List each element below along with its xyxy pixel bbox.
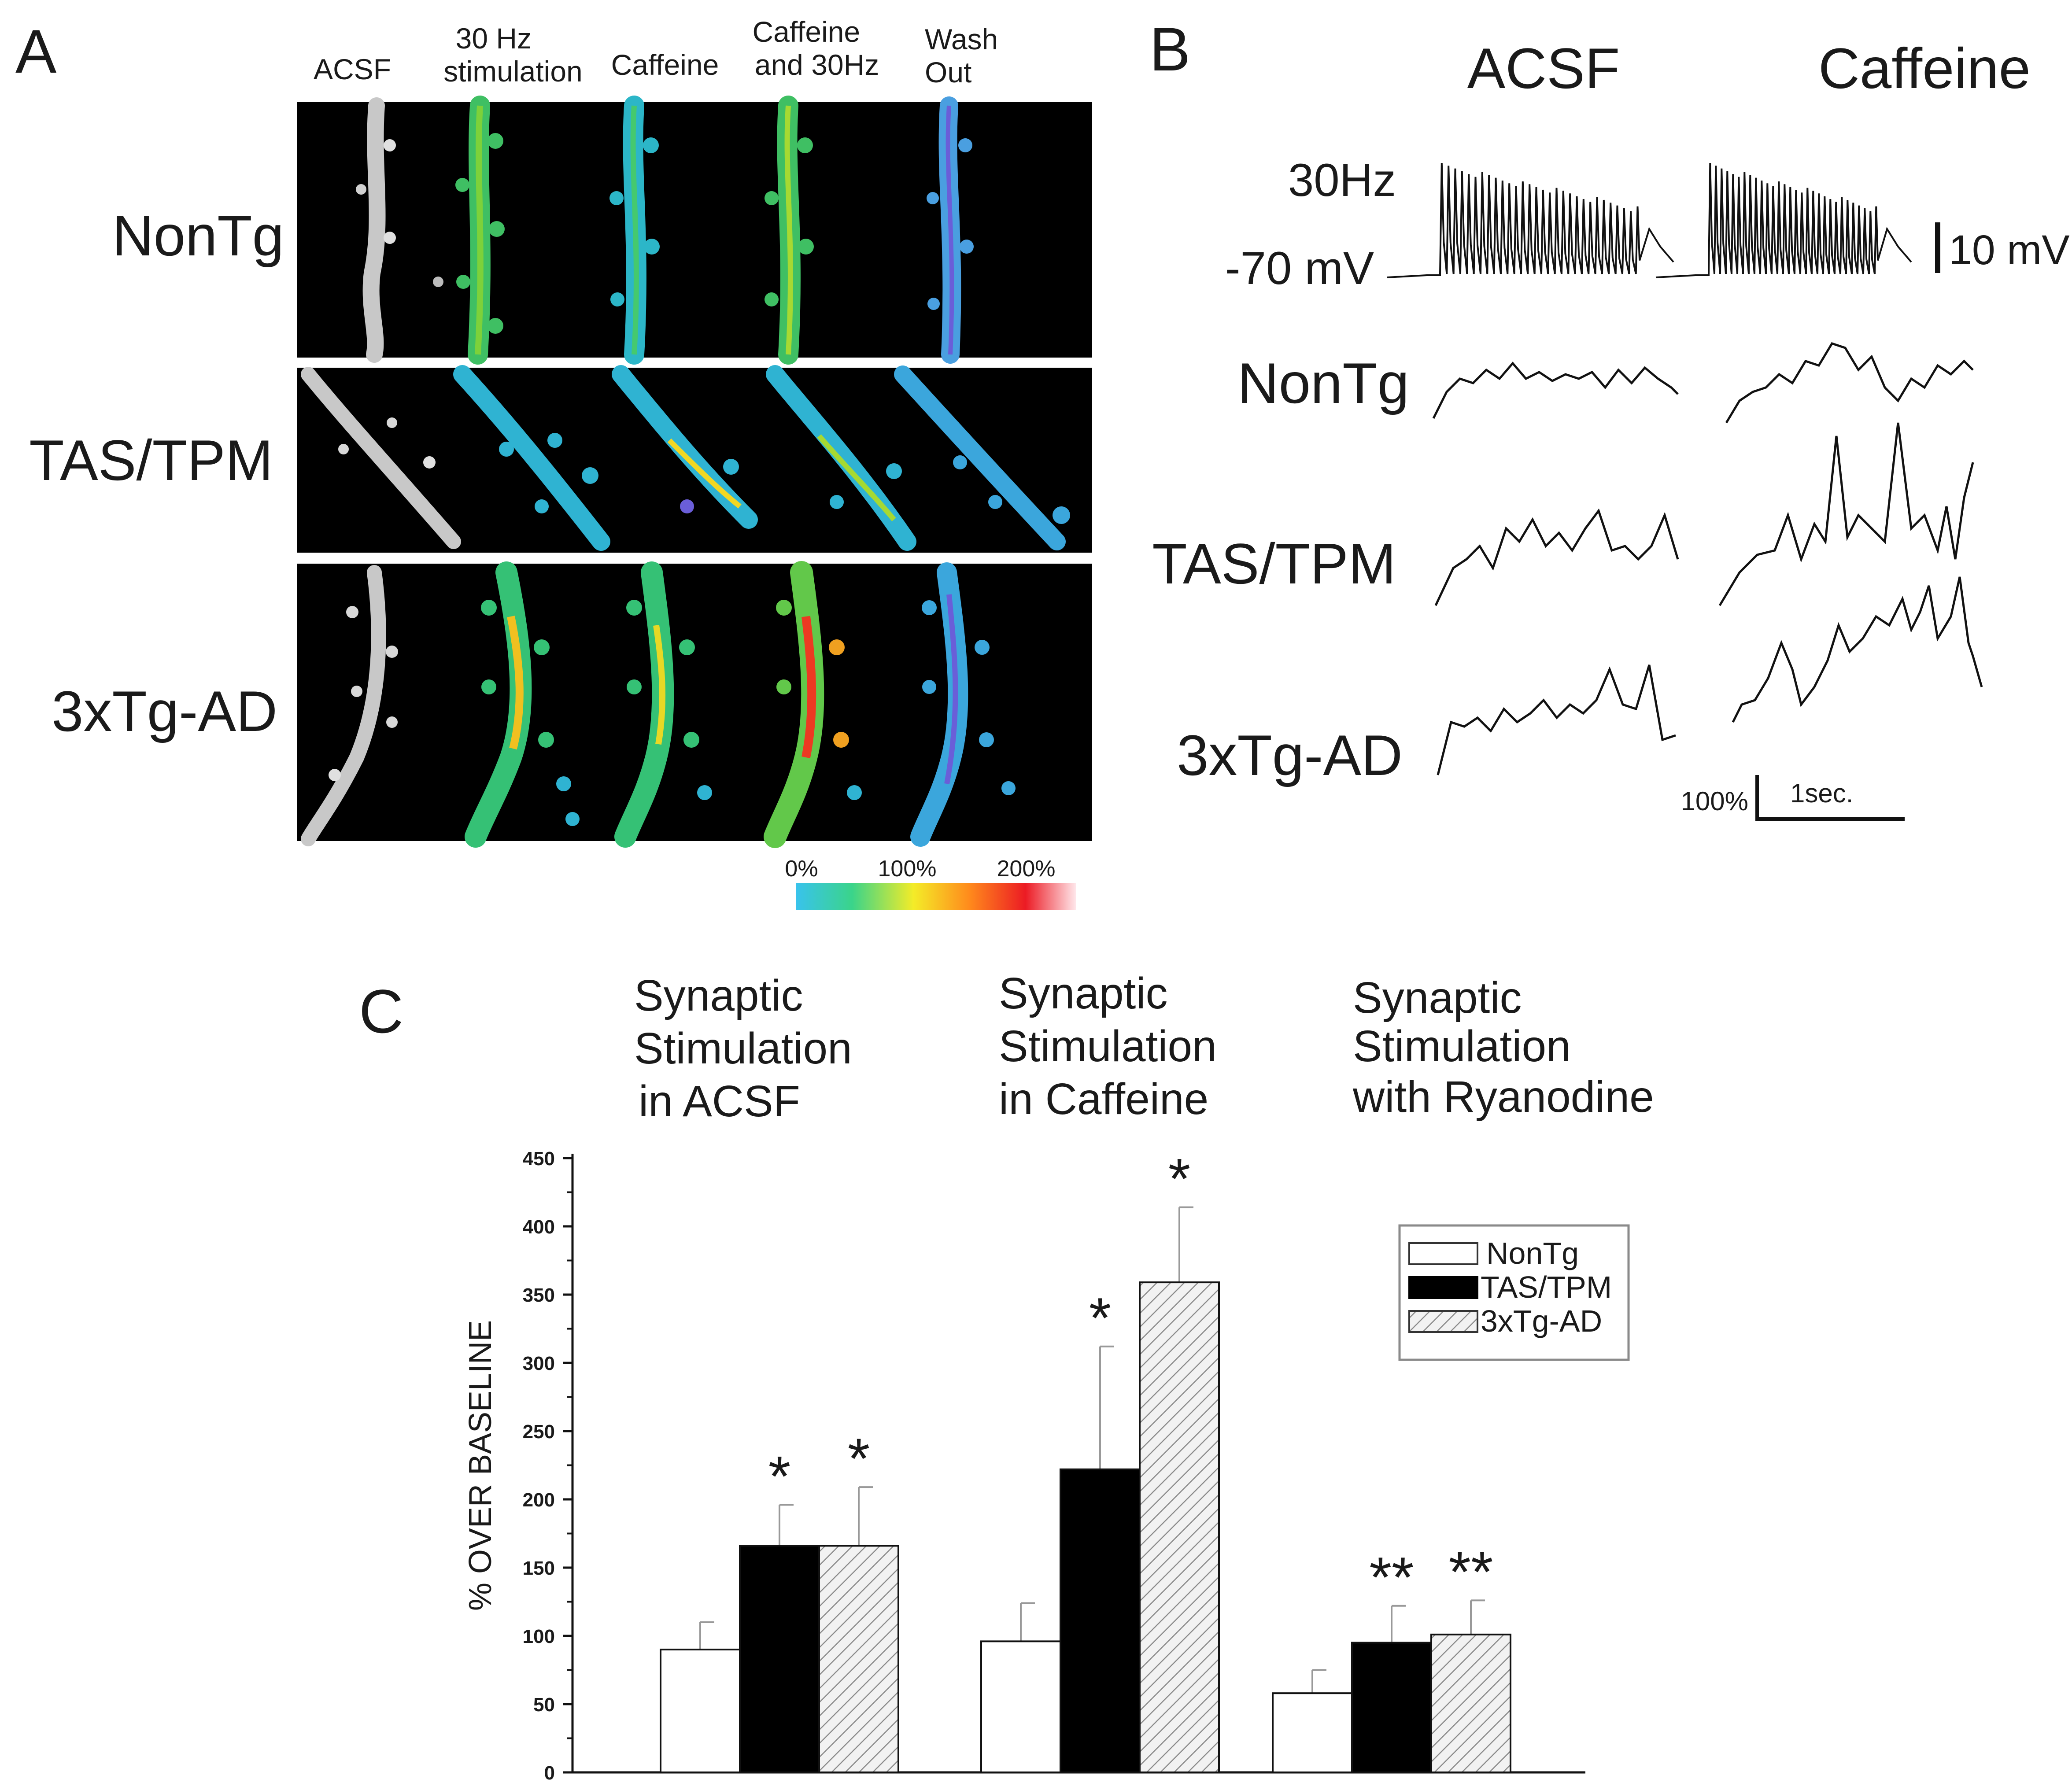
- dendrite-nontg-acsf: [356, 97, 443, 363]
- significance-mark: *: [848, 1426, 870, 1491]
- group-title-acsf: Synaptic Stimulation in ACSF: [634, 971, 864, 1126]
- bar: [980, 1640, 1061, 1773]
- imaging-row-3xtg: [297, 564, 1092, 841]
- calcium-trace-nontg-caffeine: [1725, 342, 1974, 424]
- imaging-row-nontg: [297, 102, 1092, 358]
- bar: [660, 1649, 741, 1773]
- time-scale-label: 1sec.: [1790, 779, 1853, 808]
- colorbar-label-0: 0%: [785, 856, 818, 882]
- y-tick-label: 200: [523, 1489, 555, 1511]
- row-label-3xtg: 3xTg-AD: [52, 679, 277, 743]
- voltage-trace-caffeine: [1655, 162, 1912, 278]
- dendrite-nontg-30hz: [455, 96, 505, 365]
- trace-row-label-tastpm: TAS/TPM: [1152, 531, 1396, 596]
- colorbar-label-200: 200%: [997, 856, 1056, 882]
- y-tick-label: 250: [523, 1421, 555, 1443]
- bar: [1272, 1692, 1353, 1773]
- y-axis-label: % OVER BASELINE: [463, 1320, 498, 1611]
- panel-a-row-labels: NonTg TAS/TPM 3xTg-AD: [29, 203, 284, 743]
- y-tick-label: 100: [523, 1626, 555, 1647]
- column-header-caffeine: Caffeine: [611, 48, 719, 81]
- legend-label-3xtg: 3xTg-AD: [1481, 1304, 1602, 1338]
- legend-swatch-tastpm: [1408, 1276, 1478, 1299]
- time-amplitude-scale-bar: [1755, 775, 1905, 821]
- y-tick-label: 450: [523, 1148, 555, 1170]
- dendrite-tastpm-30hz: [453, 365, 610, 551]
- column-header-acsf: ACSF: [314, 53, 391, 85]
- dendrite-tastpm-washout: [894, 365, 1070, 550]
- bar: [1060, 1468, 1141, 1774]
- dendrite-3xtg-caffeine-30hz: [764, 561, 862, 848]
- row-label-nontg: NonTg: [112, 203, 284, 268]
- y-tick-label: 0: [544, 1762, 555, 1784]
- y-tick-label: 400: [523, 1216, 555, 1238]
- group-title-ryanodine: Synaptic Stimulation with Ryanodine: [1352, 973, 1654, 1122]
- trace-column-title-caffeine: Caffeine: [1818, 36, 2031, 100]
- dendrite-3xtg-30hz: [465, 561, 580, 848]
- calcium-trace-tastpm-acsf: [1434, 508, 1679, 606]
- row-label-tastpm: TAS/TPM: [29, 428, 273, 492]
- trace-row-label-3xtg: 3xTg-AD: [1177, 723, 1403, 787]
- trace-column-title-acsf: ACSF: [1467, 36, 1620, 100]
- bar: [739, 1545, 820, 1773]
- panel-b: B ACSF Caffeine 30Hz -70 mV 10 mV NonTg …: [1149, 15, 2070, 821]
- dendrite-tastpm-acsf: [301, 367, 461, 549]
- colorbar: 0% 100% 200%: [785, 856, 1076, 910]
- voltage-scale-label: 10 mV: [1949, 227, 2070, 273]
- dendrite-tastpm-caffeine: [612, 365, 758, 529]
- dendrite-3xtg-caffeine: [614, 561, 712, 848]
- calcium-trace-tastpm-caffeine: [1718, 422, 1974, 606]
- legend-swatch-3xtg: [1408, 1310, 1478, 1333]
- membrane-potential-label: -70 mV: [1225, 243, 1374, 294]
- colorbar-label-100: 100%: [878, 856, 937, 882]
- dendrite-3xtg-washout: [910, 562, 1016, 847]
- y-tick-label: 300: [523, 1353, 555, 1374]
- calcium-trace-3xtg-acsf: [1437, 664, 1676, 775]
- panel-b-letter: B: [1149, 15, 1190, 84]
- bar: [1351, 1642, 1432, 1773]
- panel-a-letter: A: [15, 17, 57, 86]
- panel-c: C Synaptic Stimulation in ACSF Synaptic …: [359, 969, 1654, 1784]
- chart-legend: NonTg TAS/TPM 3xTg-AD: [1398, 1224, 1630, 1361]
- y-tick-label: 150: [523, 1557, 555, 1579]
- dendrite-tastpm-caffeine-30hz: [766, 365, 916, 551]
- column-header-wash-out: Wash Out: [925, 23, 1006, 89]
- column-header-caffeine-30hz: Caffeine and 30Hz: [753, 15, 879, 81]
- panel-c-letter: C: [359, 977, 403, 1046]
- dendrite-nontg-caffeine-30hz: [765, 96, 814, 365]
- calcium-trace-3xtg-caffeine: [1732, 576, 1983, 723]
- legend-label-tastpm: TAS/TPM: [1481, 1270, 1612, 1304]
- significance-mark: *: [1168, 1147, 1191, 1211]
- significance-mark: *: [768, 1444, 791, 1508]
- bar: [1139, 1281, 1220, 1774]
- y-tick-label: 50: [533, 1694, 555, 1716]
- legend-swatch-nontg: [1408, 1242, 1478, 1265]
- group-title-caffeine: Synaptic Stimulation in Caffeine: [999, 969, 1229, 1124]
- bar-chart: 0 50 100 150 200 250 300 350 400 450 % OVER BASELI…: [463, 1147, 1585, 1784]
- significance-mark: **: [1369, 1545, 1414, 1609]
- voltage-trace-acsf: [1387, 162, 1674, 278]
- trace-row-label-nontg: NonTg: [1237, 351, 1409, 415]
- y-tick-label: 350: [523, 1284, 555, 1306]
- bar: [1430, 1633, 1511, 1773]
- legend-label-nontg: NonTg: [1486, 1236, 1579, 1270]
- panel-a-column-headers: ACSF 30 Hz stimulation Caffeine Caffeine…: [314, 15, 1006, 89]
- dendrite-nontg-caffeine: [609, 96, 660, 365]
- stim-label: 30Hz: [1288, 155, 1396, 206]
- colorbar-gradient: [796, 883, 1076, 910]
- column-header-30hz: 30 Hz stimulation: [443, 22, 582, 88]
- significance-mark: *: [1089, 1286, 1112, 1350]
- calcium-trace-nontg-acsf: [1432, 362, 1679, 419]
- dendrite-nontg-washout: [927, 96, 974, 364]
- significance-mark: **: [1448, 1539, 1493, 1604]
- amplitude-scale-label: 100%: [1681, 786, 1748, 816]
- bar: [818, 1545, 899, 1773]
- dendrite-3xtg-acsf: [301, 565, 398, 846]
- panel-a: A ACSF 30 Hz stimulation Caffeine Caffei…: [15, 15, 1092, 910]
- imaging-grid: [297, 96, 1092, 848]
